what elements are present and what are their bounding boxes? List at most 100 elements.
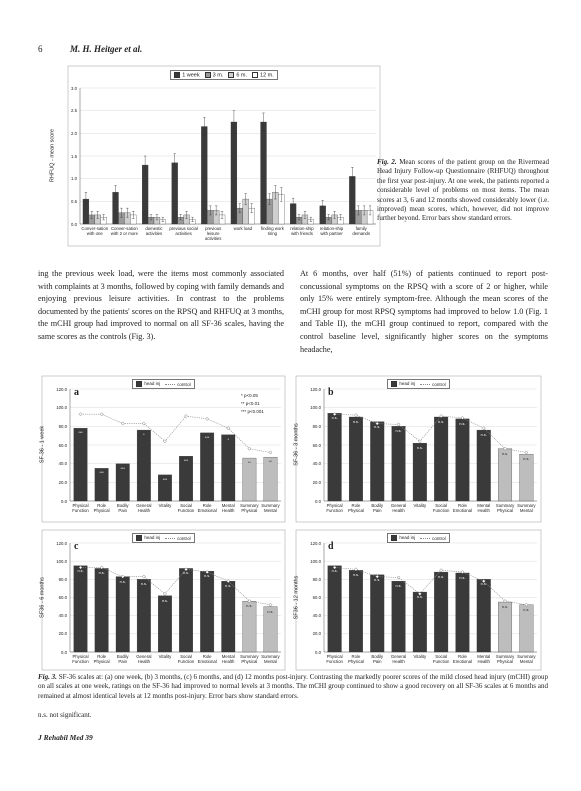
y-tick-label: 100.0 — [310, 558, 321, 564]
bar-annotation: n.s. — [395, 429, 402, 434]
x-tick-label: Vitality — [158, 503, 172, 508]
x-tick-label: Role Emotional — [452, 503, 472, 513]
legend-item: head inj — [391, 535, 415, 541]
legend-box: head inj control — [387, 533, 450, 543]
bar — [370, 421, 385, 502]
legend-swatch — [252, 72, 259, 78]
control-marker — [503, 446, 507, 451]
bar-annotation: n.s. — [480, 582, 487, 587]
bar-annotation: n.s. — [352, 420, 359, 424]
control-marker — [226, 426, 231, 431]
y-tick-label: 0.0 — [71, 221, 77, 227]
bar-annotation: n.s. — [459, 575, 466, 580]
error-bar — [173, 153, 176, 173]
error-bar — [114, 185, 117, 200]
legend-swatch — [391, 381, 398, 387]
control-marker — [375, 574, 380, 579]
x-tick-label: Physical Function — [72, 654, 89, 664]
y-tick-label: 2.0 — [71, 130, 77, 136]
control-marker — [481, 426, 486, 431]
y-tick-label: 2.5 — [71, 108, 77, 114]
panel-label: a — [74, 387, 79, 398]
legend-swatch — [165, 537, 176, 539]
y-tick-label: 80.0 — [58, 423, 67, 429]
bar — [115, 576, 130, 653]
y-tick-label: 100.0 — [310, 405, 321, 411]
legend-label: 3 m. — [212, 72, 224, 79]
y-tick-label: 80.0 — [312, 576, 321, 582]
control-marker — [524, 450, 529, 455]
bar-annotation: n.s. — [204, 574, 211, 579]
control-line — [80, 567, 271, 606]
legend-swatch — [136, 535, 143, 541]
legend-label: control — [177, 381, 191, 387]
control-marker — [99, 565, 104, 570]
bar — [200, 432, 215, 502]
bar — [476, 579, 491, 653]
y-tick-label: 0.0 — [61, 649, 67, 655]
legend-swatch — [420, 537, 431, 539]
bar — [201, 126, 208, 225]
x-tick-label: Summary Physical — [240, 503, 259, 513]
control-marker — [375, 421, 380, 426]
legend-item: 1 week — [174, 72, 200, 78]
legend-swatch — [165, 383, 176, 385]
error-bar — [351, 167, 354, 186]
error-bar — [149, 214, 153, 221]
bar — [200, 571, 215, 653]
y-tick-label: 0.0 — [61, 498, 67, 504]
bar — [348, 570, 363, 653]
bar-annotation: n.s. — [77, 568, 84, 573]
control-marker — [78, 412, 83, 417]
control-marker — [481, 579, 486, 584]
x-tick-label: General Health — [136, 654, 152, 664]
bar-annotation: *** — [99, 471, 104, 476]
bar — [412, 591, 427, 653]
y-axis-label: SF-36 - 3 months — [293, 423, 300, 466]
legend-box: head inj control — [132, 533, 195, 543]
x-tick-label: Summary Mental — [517, 503, 536, 513]
error-bar — [268, 193, 271, 205]
error-bar — [333, 211, 336, 219]
legend: head inj control — [296, 533, 541, 543]
x-tick-label: Role Emotional — [452, 654, 472, 664]
x-tick-label: previous leisure activities — [204, 226, 222, 241]
error-bar — [132, 211, 135, 219]
panel-label: c — [74, 541, 79, 552]
x-tick-label: Vitality — [413, 654, 427, 659]
control-marker — [205, 416, 210, 421]
y-tick-label: 120.0 — [310, 540, 321, 546]
control-marker — [332, 412, 337, 417]
x-tick-label: Mental Health — [477, 654, 491, 664]
legend-swatch — [174, 72, 181, 78]
control-marker — [205, 570, 210, 574]
legend-item: control — [420, 382, 446, 387]
x-tick-label: Role Physical — [93, 503, 110, 513]
error-bar — [274, 185, 277, 200]
error-bar — [244, 193, 247, 205]
error-bar — [357, 205, 360, 216]
control-marker — [163, 439, 167, 444]
legend-item: 6 m. — [228, 72, 247, 78]
error-bar — [297, 214, 301, 221]
y-tick-label: 40.0 — [312, 461, 321, 467]
y-tick-label: 20.0 — [312, 631, 321, 637]
control-marker — [268, 450, 273, 455]
bar — [73, 428, 88, 502]
error-bar — [96, 211, 99, 219]
legend-item: control — [165, 536, 191, 541]
control-marker — [163, 591, 167, 596]
control-marker — [120, 574, 125, 579]
control-marker — [268, 602, 273, 607]
bar-annotation: n.s. — [480, 433, 487, 438]
bar — [455, 418, 470, 502]
y-tick-label: 3.0 — [71, 85, 77, 91]
error-bar — [191, 217, 194, 222]
bar-annotation: n.s. — [374, 577, 381, 582]
error-bar — [214, 205, 218, 216]
control-marker — [460, 570, 465, 574]
control-marker — [354, 567, 358, 572]
x-tick-label: finding work tiring — [260, 226, 284, 236]
error-bar — [280, 187, 283, 202]
x-tick-label: Mental Health — [221, 654, 235, 664]
